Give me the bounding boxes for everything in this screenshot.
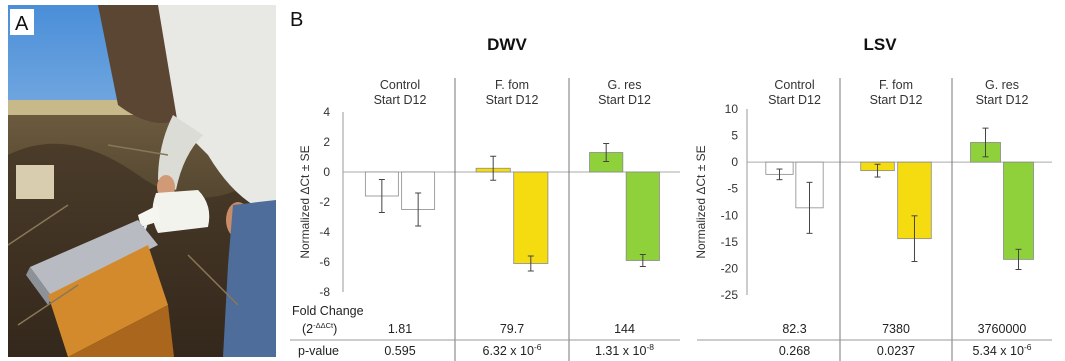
p-value-exponent: -8 bbox=[646, 342, 654, 352]
fold-change-label: Fold Change bbox=[292, 304, 364, 318]
p-value-mantissa: 1.31 x 10 bbox=[595, 344, 646, 358]
y-tick-label: 10 bbox=[725, 102, 739, 116]
p-value-label: p-value bbox=[298, 344, 339, 358]
group-time-labels: Start D12 bbox=[976, 93, 1029, 107]
bar-g_res-d12 bbox=[625, 171, 660, 261]
p-value: 5.34 x 10-6 bbox=[973, 342, 1032, 358]
group-time-labels: Start D12 bbox=[870, 93, 923, 107]
formula-exponent: -ΔΔCt bbox=[313, 321, 334, 330]
group-name: F. fom bbox=[879, 78, 913, 92]
y-tick-label: -10 bbox=[721, 208, 739, 222]
p-value-mantissa: 0.268 bbox=[779, 344, 810, 358]
group-time-labels: Start D12 bbox=[486, 93, 539, 107]
y-tick-label: 5 bbox=[731, 129, 738, 143]
y-tick-label: -2 bbox=[319, 195, 330, 209]
y-tick-label: -25 bbox=[721, 288, 739, 302]
y-tick-label: -8 bbox=[319, 285, 330, 299]
p-value-exponent: -6 bbox=[1024, 342, 1032, 352]
bar-g_res-d12 bbox=[1003, 161, 1034, 260]
group-name: G. res bbox=[607, 78, 641, 92]
chart-title: LSV bbox=[863, 35, 897, 54]
p-value: 0.0237 bbox=[877, 344, 915, 358]
p-value: 0.595 bbox=[384, 344, 415, 358]
fold-change-value: 7380 bbox=[882, 322, 910, 336]
group-time-labels: Start D12 bbox=[768, 93, 821, 107]
fold-change-value: 1.81 bbox=[388, 322, 412, 336]
group-name: Control bbox=[774, 78, 814, 92]
group-name: F. fom bbox=[495, 78, 529, 92]
fold-change-value: 3760000 bbox=[978, 322, 1027, 336]
fold-change-value: 79.7 bbox=[500, 322, 524, 336]
fold-change-formula: (2-ΔΔCt) bbox=[302, 321, 337, 336]
p-value: 1.31 x 10-8 bbox=[595, 342, 654, 358]
y-tick-label: -6 bbox=[319, 255, 330, 269]
beekeeper-photo: A bbox=[8, 5, 276, 357]
y-tick-label: -4 bbox=[319, 225, 330, 239]
chart-title: DWV bbox=[487, 35, 527, 54]
p-value-mantissa: 0.595 bbox=[384, 344, 415, 358]
y-tick-label: -20 bbox=[721, 261, 739, 275]
bar-f_fom-d12 bbox=[513, 171, 549, 264]
y-tick-label: -5 bbox=[727, 182, 738, 196]
fold-change-value: 82.3 bbox=[782, 322, 806, 336]
formula-base: (2 bbox=[302, 322, 313, 336]
group-name: Control bbox=[380, 78, 420, 92]
p-value-mantissa: 6.32 x 10 bbox=[483, 344, 534, 358]
p-value: 6.32 x 10-6 bbox=[483, 342, 542, 358]
fold-change-value: 144 bbox=[614, 322, 635, 336]
y-tick-label: 0 bbox=[731, 155, 738, 169]
y-tick-label: 0 bbox=[323, 165, 330, 179]
y-tick-label: 2 bbox=[323, 135, 330, 149]
group-name: G. res bbox=[985, 78, 1019, 92]
y-tick-label: -15 bbox=[721, 235, 739, 249]
p-value-mantissa: 0.0237 bbox=[877, 344, 915, 358]
group-time-labels: Start D12 bbox=[374, 93, 427, 107]
panel-a-label: A bbox=[15, 13, 29, 35]
panel-b-label: B bbox=[290, 9, 303, 31]
p-value-exponent: -6 bbox=[534, 342, 542, 352]
group-time-labels: Start D12 bbox=[598, 93, 651, 107]
y-axis-label: Normalized ΔCt ± SE bbox=[694, 145, 708, 258]
p-value: 0.268 bbox=[779, 344, 810, 358]
y-axis-label: Normalized ΔCt ± SE bbox=[298, 145, 312, 258]
formula-close: ) bbox=[333, 322, 337, 336]
p-value-mantissa: 5.34 x 10 bbox=[973, 344, 1024, 358]
y-tick-label: 4 bbox=[323, 105, 330, 119]
